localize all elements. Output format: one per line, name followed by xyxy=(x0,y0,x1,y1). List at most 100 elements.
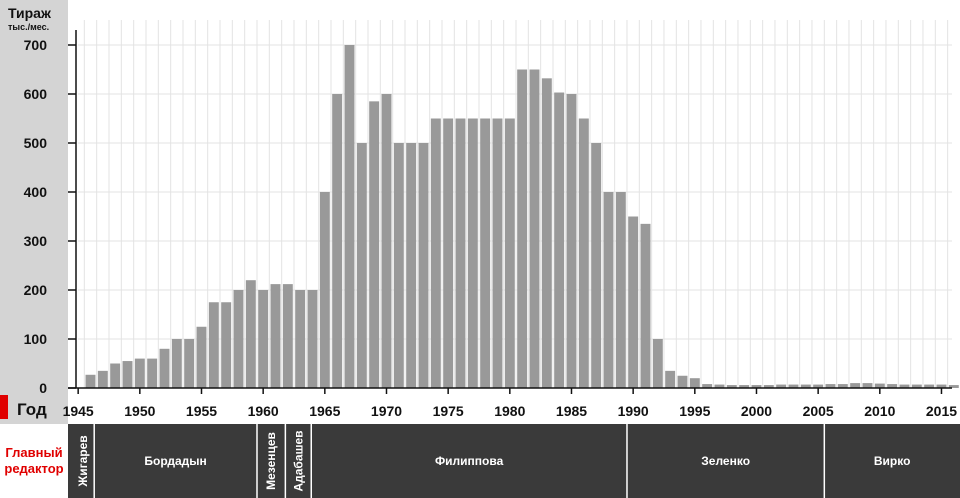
bar xyxy=(862,383,873,388)
bar xyxy=(603,192,614,388)
x-tick-label: 1975 xyxy=(433,403,464,419)
bar xyxy=(788,384,799,388)
bar xyxy=(825,384,836,388)
y-tick-label: 600 xyxy=(24,86,48,102)
bar xyxy=(578,118,589,388)
x-tick-label: 1970 xyxy=(371,403,402,419)
bar xyxy=(159,348,170,388)
x-tick-label: 1955 xyxy=(186,403,217,419)
bar xyxy=(295,290,306,388)
x-tick-label: 1965 xyxy=(309,403,340,419)
bar xyxy=(356,143,367,388)
bar xyxy=(591,143,602,388)
bar xyxy=(936,384,947,388)
bar xyxy=(739,385,750,388)
bars xyxy=(85,45,959,388)
bar xyxy=(726,385,737,388)
x-tick-label: 2010 xyxy=(864,403,895,419)
y-tick-label: 700 xyxy=(24,37,48,53)
bar xyxy=(455,118,466,388)
y-tick-label: 100 xyxy=(24,331,48,347)
bar xyxy=(492,118,503,388)
bar xyxy=(640,223,651,388)
bar xyxy=(628,216,639,388)
bar xyxy=(245,280,256,388)
x-axis-label: Год xyxy=(17,400,47,419)
editor-band: Жигарев Бордадын Мезенцев Адабашев Филиппова… xyxy=(68,424,960,498)
bar xyxy=(393,143,404,388)
y-tick-label: 400 xyxy=(24,184,48,200)
bar xyxy=(702,384,713,388)
editor-name: Мезенцев xyxy=(264,432,278,490)
bar xyxy=(652,339,663,388)
x-tick-label: 2005 xyxy=(803,403,834,419)
bar xyxy=(110,363,121,388)
bar xyxy=(122,361,133,388)
x-tick-label: 1945 xyxy=(63,403,94,419)
bar xyxy=(924,384,935,388)
bar xyxy=(948,385,959,388)
bar xyxy=(97,370,108,388)
bar xyxy=(270,284,281,388)
bar xyxy=(233,290,244,388)
bar xyxy=(443,118,454,388)
bar xyxy=(763,385,774,388)
bar xyxy=(837,384,848,388)
y-tick-label: 200 xyxy=(24,282,48,298)
bar xyxy=(147,358,158,388)
editor-name: Жигарев xyxy=(76,435,90,487)
bar xyxy=(381,94,392,388)
bar xyxy=(418,143,429,388)
bar xyxy=(899,384,910,388)
bar xyxy=(319,192,330,388)
bar xyxy=(751,385,762,388)
bar xyxy=(529,69,540,388)
bar xyxy=(467,118,478,388)
bar xyxy=(677,375,688,388)
editor-name: Зеленко xyxy=(701,454,750,468)
bar xyxy=(258,290,269,388)
editor-name: Филиппова xyxy=(435,454,504,468)
bar xyxy=(776,384,787,388)
editor-name: Вирко xyxy=(874,454,911,468)
left-panel xyxy=(0,0,68,424)
bar xyxy=(504,118,515,388)
bar xyxy=(85,374,96,388)
x-axis: 1945 1950 1955 1960 1965 1970 1975 1980 1985 1990… xyxy=(63,387,957,419)
bar xyxy=(665,370,676,388)
x-tick-label: 1980 xyxy=(494,403,525,419)
bar xyxy=(566,94,577,388)
grid xyxy=(78,20,952,388)
bar xyxy=(911,384,922,388)
bar xyxy=(714,384,725,388)
editor-name: Адабашев xyxy=(291,430,305,491)
editor-name: Бордадын xyxy=(144,454,206,468)
bar xyxy=(171,339,182,388)
editor-header-line1: Главный xyxy=(5,445,62,460)
x-tick-label: 1950 xyxy=(124,403,155,419)
bar xyxy=(850,383,861,388)
y-axis-label: Тираж xyxy=(8,5,52,21)
y-tick-label: 500 xyxy=(24,135,48,151)
bar xyxy=(517,69,528,388)
bar xyxy=(615,192,626,388)
bar xyxy=(282,284,293,388)
bar xyxy=(332,94,343,388)
bar xyxy=(541,78,552,388)
y-axis: 0 100 200 300 400 500 600 700 xyxy=(24,30,77,396)
bar xyxy=(887,384,898,388)
bar xyxy=(406,143,417,388)
bar xyxy=(307,290,318,388)
bar xyxy=(369,101,380,388)
x-tick-label: 1960 xyxy=(248,403,279,419)
y-axis-unit: тыс./мес. xyxy=(8,22,49,32)
bar xyxy=(184,339,195,388)
y-tick-label: 0 xyxy=(39,380,47,396)
year-marker xyxy=(0,395,8,419)
bar xyxy=(430,118,441,388)
bar xyxy=(874,383,885,388)
editor-band-background xyxy=(68,424,960,498)
x-tick-label: 2000 xyxy=(741,403,772,419)
bar xyxy=(800,384,811,388)
